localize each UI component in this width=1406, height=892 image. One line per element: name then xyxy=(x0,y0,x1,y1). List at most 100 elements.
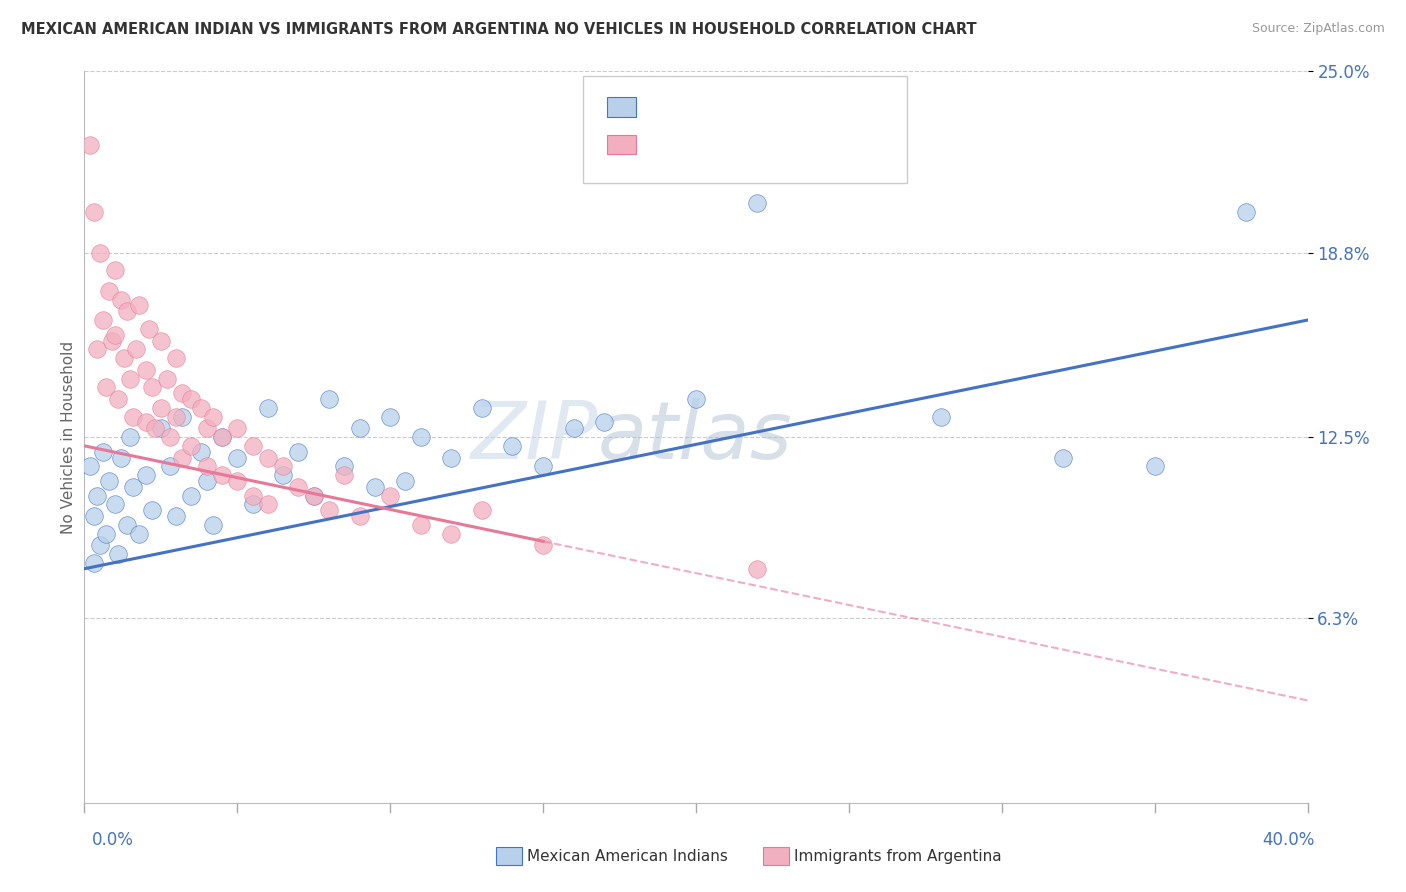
Point xyxy=(165,351,187,365)
Point xyxy=(149,334,172,348)
Point xyxy=(242,489,264,503)
Point xyxy=(380,409,402,424)
Point xyxy=(747,196,769,211)
Point xyxy=(287,444,309,458)
Point xyxy=(83,509,105,524)
Point xyxy=(685,392,707,406)
Point xyxy=(89,245,111,260)
Point xyxy=(79,137,101,152)
Point xyxy=(302,489,325,503)
Point xyxy=(156,371,179,385)
Point xyxy=(149,401,172,415)
Point xyxy=(122,409,145,424)
Point xyxy=(195,421,218,435)
Point xyxy=(165,409,187,424)
Point xyxy=(318,392,340,406)
Point xyxy=(112,351,135,365)
Point xyxy=(122,480,145,494)
Point xyxy=(380,489,402,503)
Point xyxy=(349,421,371,435)
Point xyxy=(562,421,585,435)
Point xyxy=(165,509,187,524)
Point xyxy=(172,386,194,401)
Point xyxy=(180,392,202,406)
Point xyxy=(1143,459,1166,474)
Text: 40.0%: 40.0% xyxy=(1263,831,1315,849)
Point xyxy=(104,327,127,342)
Point xyxy=(128,298,150,312)
Point xyxy=(333,468,356,483)
Point xyxy=(502,439,524,453)
Point xyxy=(86,343,108,357)
Point xyxy=(110,450,132,465)
Point xyxy=(172,409,194,424)
Point xyxy=(97,284,120,298)
Point xyxy=(141,503,163,517)
Point xyxy=(190,444,212,458)
Point xyxy=(94,380,117,394)
Point xyxy=(190,401,212,415)
Y-axis label: No Vehicles in Household: No Vehicles in Household xyxy=(60,341,76,533)
Point xyxy=(107,392,129,406)
Point xyxy=(107,547,129,561)
Point xyxy=(409,517,432,532)
Point xyxy=(440,450,463,465)
Point xyxy=(531,538,554,552)
Point xyxy=(141,380,163,394)
Point xyxy=(172,450,194,465)
Point xyxy=(271,459,294,474)
Point xyxy=(110,293,132,307)
Text: Immigrants from Argentina: Immigrants from Argentina xyxy=(794,849,1002,863)
Point xyxy=(115,304,138,318)
Point xyxy=(440,526,463,541)
Point xyxy=(226,421,249,435)
Point xyxy=(349,509,371,524)
Point xyxy=(149,421,172,435)
Point xyxy=(201,517,224,532)
Point xyxy=(226,474,249,488)
Point xyxy=(135,416,157,430)
Point xyxy=(201,409,224,424)
Point xyxy=(531,459,554,474)
Point xyxy=(471,503,494,517)
Point xyxy=(364,480,387,494)
Point xyxy=(838,152,860,166)
Point xyxy=(120,371,142,385)
Point xyxy=(94,526,117,541)
Point xyxy=(138,322,160,336)
Point xyxy=(135,468,157,483)
Point xyxy=(135,363,157,377)
Point xyxy=(287,480,309,494)
Point xyxy=(128,526,150,541)
Point xyxy=(747,562,769,576)
Point xyxy=(79,459,101,474)
Point xyxy=(394,474,416,488)
Text: MEXICAN AMERICAN INDIAN VS IMMIGRANTS FROM ARGENTINA NO VEHICLES IN HOUSEHOLD CO: MEXICAN AMERICAN INDIAN VS IMMIGRANTS FR… xyxy=(21,22,977,37)
Text: R =  0.292   N = 52: R = 0.292 N = 52 xyxy=(647,100,817,114)
Point xyxy=(159,430,181,444)
Point xyxy=(1052,450,1074,465)
Text: 0.0%: 0.0% xyxy=(91,831,134,849)
Text: Source: ZipAtlas.com: Source: ZipAtlas.com xyxy=(1251,22,1385,36)
Point xyxy=(211,430,233,444)
Point xyxy=(226,450,249,465)
Point xyxy=(97,474,120,488)
Point xyxy=(211,468,233,483)
Point xyxy=(302,489,325,503)
Point xyxy=(929,409,952,424)
Point xyxy=(333,459,356,474)
Text: ZIP: ZIP xyxy=(471,398,598,476)
Point xyxy=(101,334,124,348)
Point xyxy=(86,489,108,503)
Point xyxy=(180,489,202,503)
Point xyxy=(159,459,181,474)
Point xyxy=(125,343,148,357)
Point xyxy=(211,430,233,444)
Point xyxy=(104,263,127,277)
Point xyxy=(91,444,114,458)
Point xyxy=(83,556,105,570)
Point xyxy=(195,474,218,488)
Point xyxy=(1236,204,1258,219)
Text: atlas: atlas xyxy=(598,398,793,476)
Point xyxy=(83,204,105,219)
